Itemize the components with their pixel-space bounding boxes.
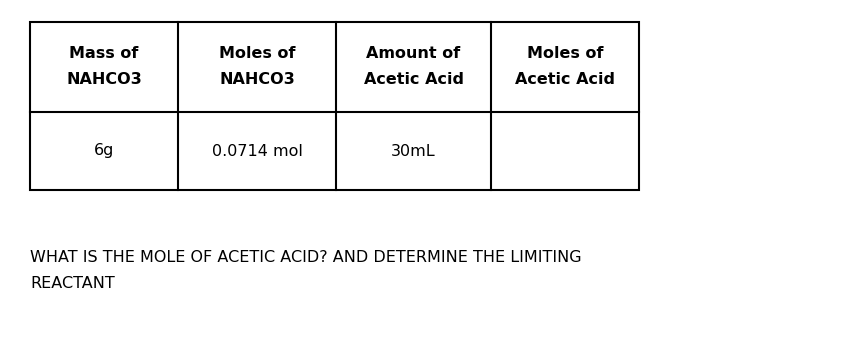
Text: Moles of: Moles of: [527, 46, 603, 61]
Text: Acetic Acid: Acetic Acid: [363, 73, 463, 88]
Text: NAHCO3: NAHCO3: [66, 73, 142, 88]
Text: WHAT IS THE MOLE OF ACETIC ACID? AND DETERMINE THE LIMITING: WHAT IS THE MOLE OF ACETIC ACID? AND DET…: [30, 251, 582, 266]
Text: Acetic Acid: Acetic Acid: [515, 73, 615, 88]
Text: Mass of: Mass of: [69, 46, 139, 61]
Bar: [30, 22, 639, 190]
Text: 0.0714 mol: 0.0714 mol: [212, 144, 302, 159]
Text: Amount of: Amount of: [367, 46, 461, 61]
Text: NAHCO3: NAHCO3: [219, 73, 295, 88]
Text: 6g: 6g: [94, 144, 114, 159]
Text: Moles of: Moles of: [219, 46, 296, 61]
Text: 30mL: 30mL: [391, 144, 436, 159]
Text: REACTANT: REACTANT: [30, 276, 114, 291]
